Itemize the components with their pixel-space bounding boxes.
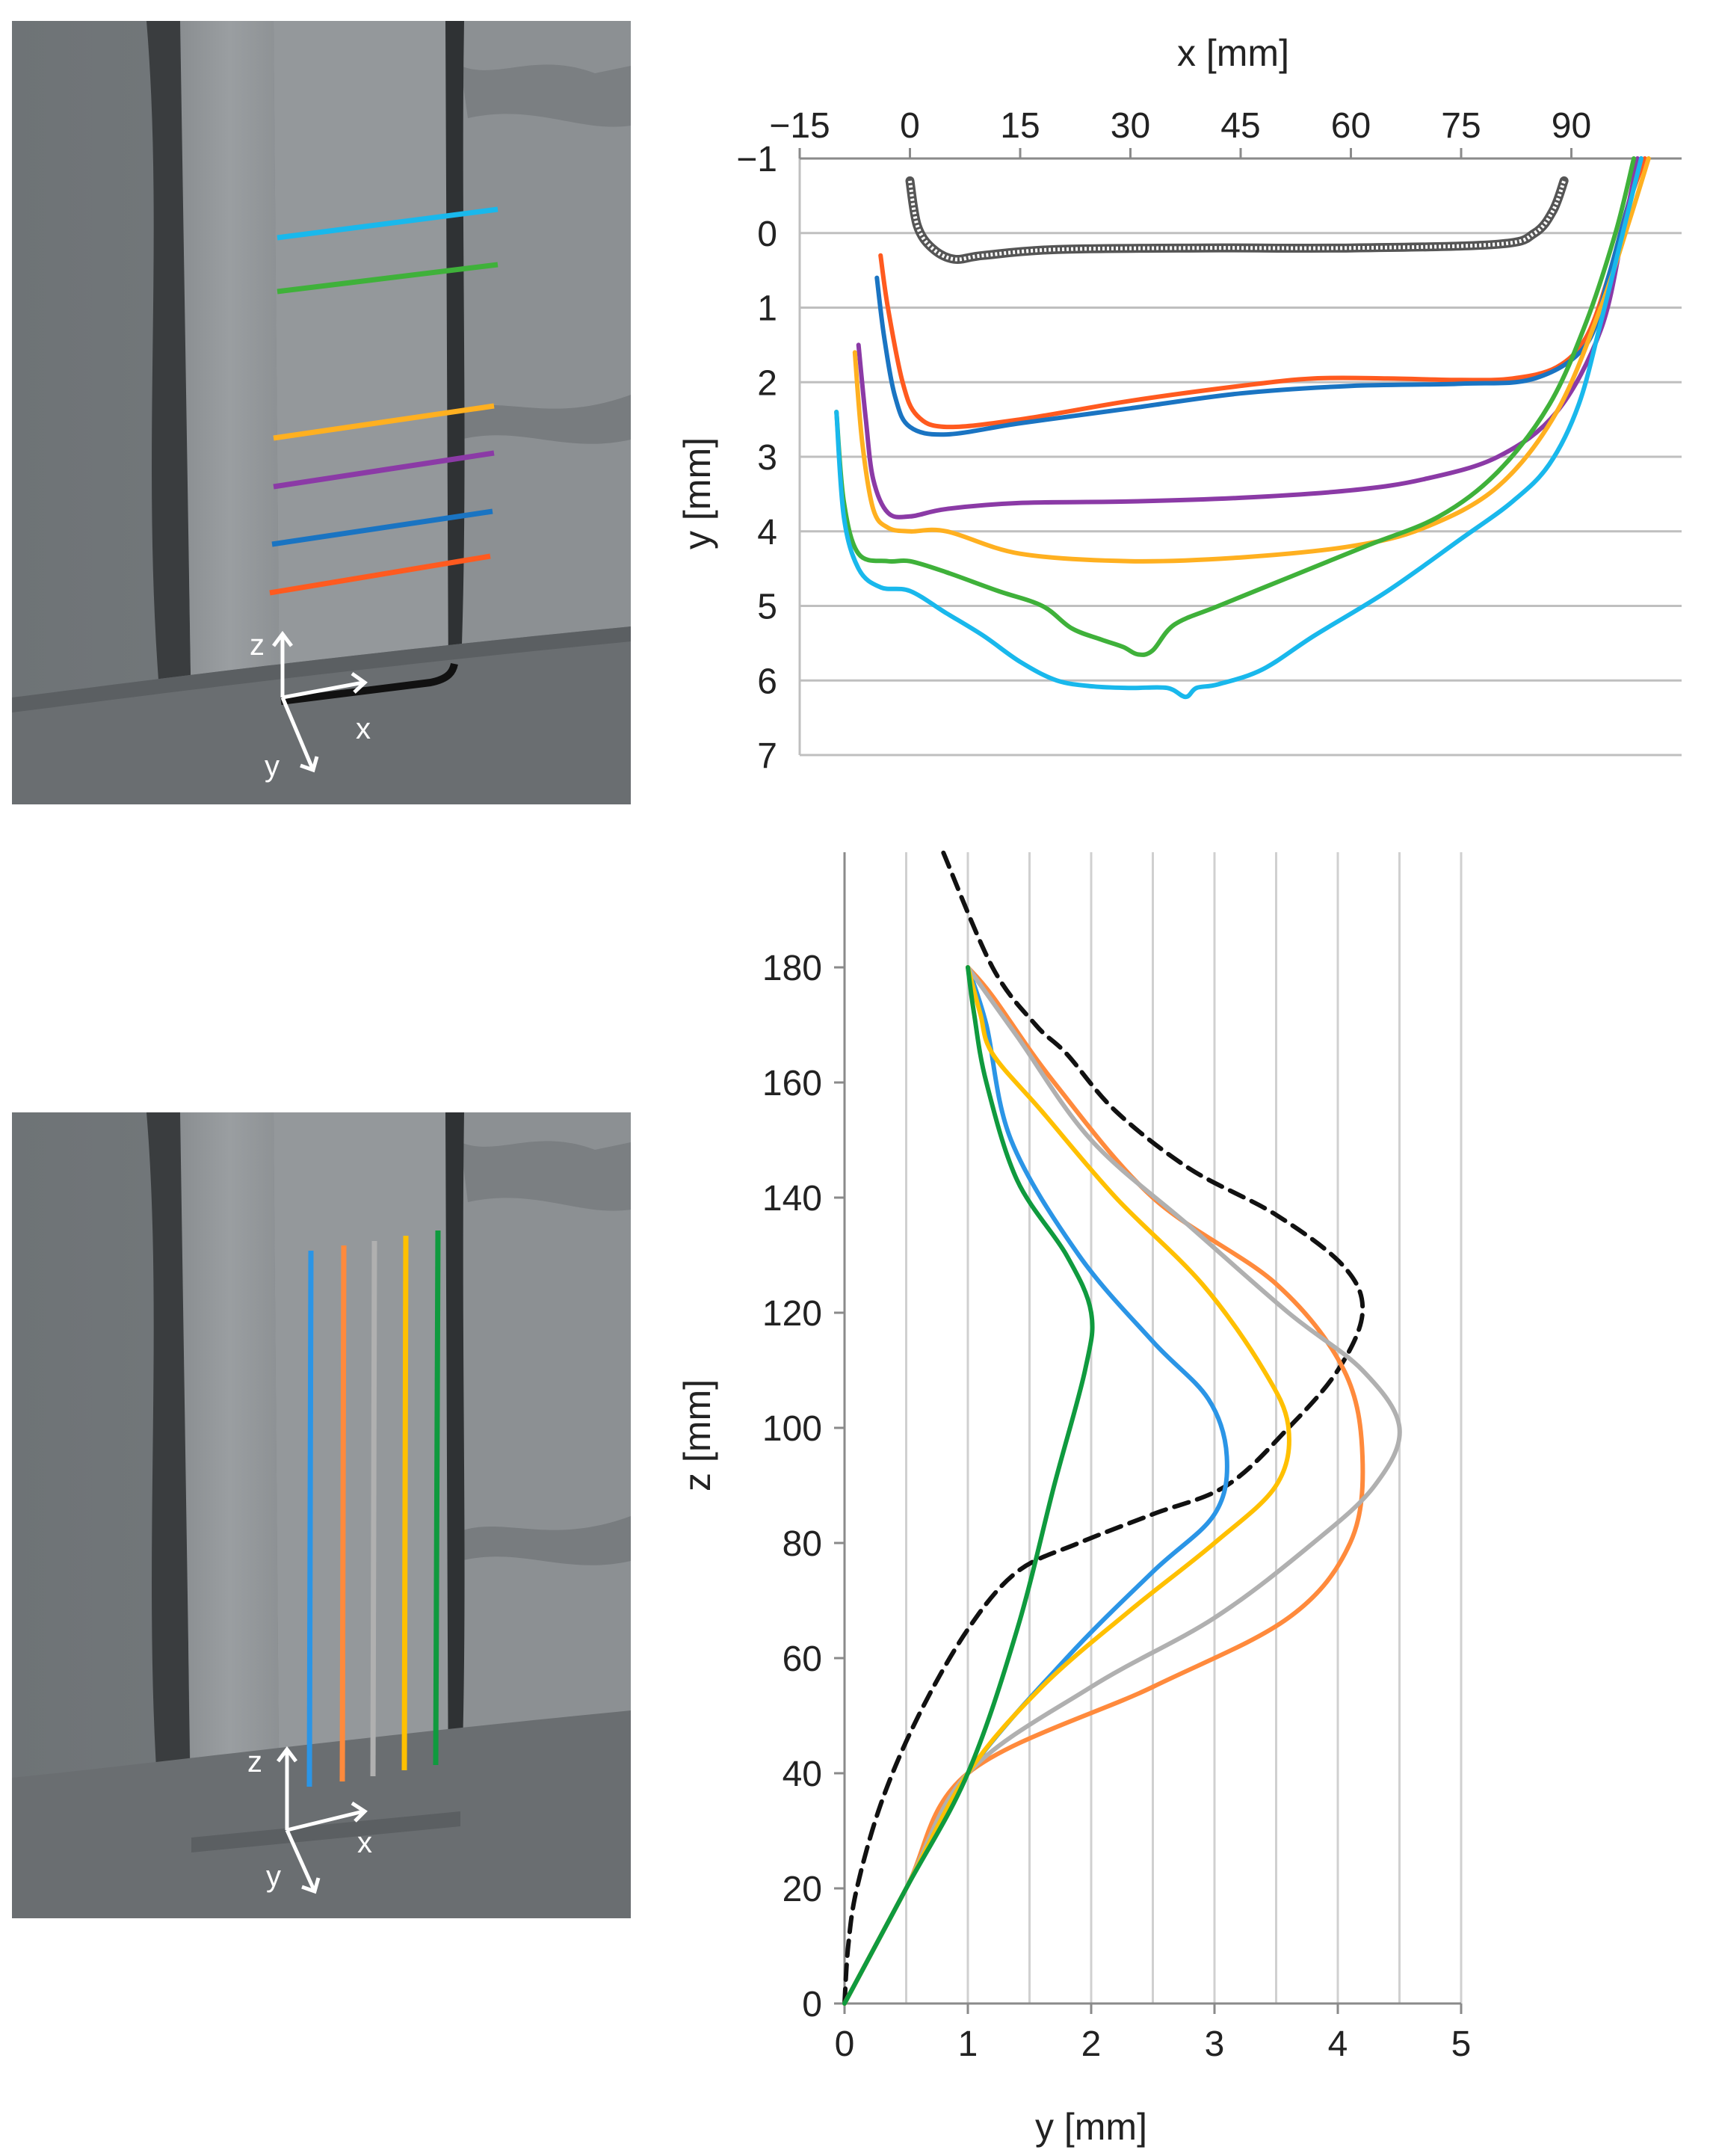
- y-tick-label: 3: [757, 438, 777, 478]
- x-tick-label: 4: [1328, 2024, 1348, 2064]
- y-tick-label: 4: [757, 513, 777, 552]
- series-reference: [842, 850, 1365, 2006]
- x-tick-label: 15: [1000, 106, 1040, 146]
- series-line-2: [842, 965, 1365, 2006]
- x-tick-label: 3: [1205, 2024, 1225, 2064]
- bottom-section-lines: [306, 1230, 441, 1787]
- y-tick-label: 120: [762, 1294, 822, 1334]
- series-section-1: [878, 156, 1647, 430]
- axis-label-z: z: [250, 629, 265, 662]
- x-tick-label: −15: [769, 106, 830, 146]
- x-axis-label: x [mm]: [1177, 32, 1289, 74]
- axis-triad: [277, 1746, 368, 1894]
- bottom-chart-svg: 0 20 40 60 80 100 120 140 160 180 0 1 2 3 4 5 y [mm] z …: [676, 850, 1472, 2148]
- x-axis-label: y [mm]: [1035, 2106, 1147, 2148]
- axis-label-y: y: [265, 750, 280, 783]
- y-tick-label: 7: [757, 736, 777, 776]
- x-tick-label: 5: [1451, 2024, 1472, 2064]
- top-section-lines: [269, 206, 499, 596]
- series-section-5: [834, 156, 1637, 657]
- profile-line-3: [370, 1240, 377, 1777]
- y-tick-label: 160: [762, 1064, 822, 1103]
- profile-line-1: [306, 1250, 314, 1787]
- profile-line-5: [433, 1230, 441, 1766]
- y-tick-label: 140: [762, 1179, 822, 1219]
- x-tick-label: 2: [1081, 2024, 1102, 2064]
- y-axis-label: z [mm]: [676, 1379, 718, 1491]
- y-tick-label: 1: [757, 289, 777, 329]
- y-tick-label: 100: [762, 1409, 822, 1449]
- top-chart: −1 0 1 2 3 4 5 6 7 −15 0 15 30 45 60 75 90 x [mm] y [mm]: [658, 15, 1704, 807]
- top-photo: z x y: [12, 21, 631, 804]
- series-section-6: [834, 156, 1643, 700]
- bottom-chart: 0 20 40 60 80 100 120 140 160 180 0 1 2 3 4 5 y [mm] z …: [658, 837, 1704, 2153]
- y-tick-label: 2: [757, 363, 777, 403]
- y-tick-label: 40: [783, 1755, 822, 1794]
- x-tick-label: 0: [900, 106, 920, 146]
- series-line-1: [842, 965, 1229, 2006]
- series-line-4: [842, 965, 1291, 2006]
- x-tick-label: 45: [1220, 106, 1260, 146]
- axis-label-z: z: [247, 1746, 262, 1778]
- y-tick-label: 0: [757, 215, 777, 254]
- x-tick-label: 90: [1552, 106, 1591, 146]
- section-line-5: [271, 508, 493, 547]
- section-line-3: [273, 403, 495, 441]
- bottom-photo: z x y: [12, 1112, 631, 1918]
- y-axis-label: y [mm]: [676, 437, 718, 549]
- axis-triad: [272, 630, 368, 773]
- section-line-1: [277, 206, 499, 241]
- x-tick-label: 0: [835, 2024, 855, 2064]
- axis-label-y: y: [266, 1860, 281, 1893]
- x-tick-label: 60: [1331, 106, 1371, 146]
- bottom-photo-render: z x y: [12, 1112, 631, 1918]
- section-line-6: [269, 553, 491, 596]
- profile-line-4: [401, 1235, 409, 1771]
- y-tick-label: 60: [783, 1639, 822, 1679]
- y-tick-label: 0: [802, 1985, 822, 2024]
- series-section-3: [856, 156, 1640, 520]
- y-tick-label: 20: [783, 1870, 822, 1909]
- x-tick-label: 30: [1111, 106, 1150, 146]
- section-line-4: [273, 450, 495, 490]
- y-tick-label: 180: [762, 949, 822, 988]
- axis-label-x: x: [357, 1826, 372, 1859]
- profile-edge-line: [280, 662, 458, 705]
- y-tick-label: −1: [736, 140, 777, 179]
- series-line-5: [842, 965, 1095, 2006]
- y-tick-label: 80: [783, 1524, 822, 1564]
- x-tick-label: 75: [1441, 106, 1481, 146]
- x-tick-label: 1: [958, 2024, 978, 2064]
- section-line-2: [277, 262, 499, 295]
- series-section-4: [852, 156, 1651, 564]
- series-reference: [908, 180, 1567, 262]
- y-tick-label: 6: [757, 662, 777, 701]
- y-tick-label: 5: [757, 588, 777, 627]
- top-photo-render: z x y: [12, 21, 631, 804]
- series-section-2: [874, 156, 1643, 437]
- profile-line-2: [339, 1245, 347, 1782]
- axis-label-x: x: [356, 712, 371, 745]
